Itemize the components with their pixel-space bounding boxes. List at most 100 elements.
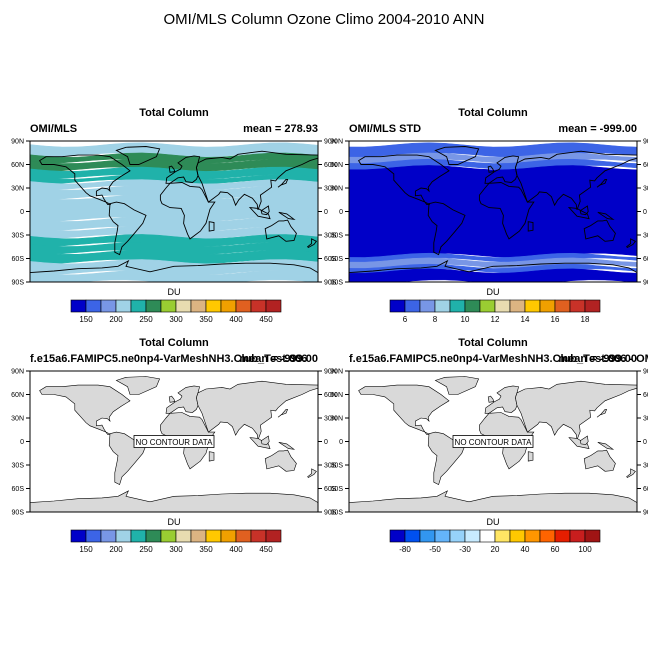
top-right-continent-borneo — [579, 205, 589, 216]
top-right-continent-indonesia — [567, 207, 590, 220]
top-left-continent-borneo — [260, 205, 270, 216]
bottom-right-colorbar-label: -80 — [399, 545, 411, 554]
bottom-left-right-label: mean = -999.00 — [239, 353, 318, 365]
bottom-left-lat-label-left: 90S — [12, 510, 25, 517]
bottom-left-lat-label-left: 30N — [11, 416, 24, 423]
top-left-colorbar-box — [145, 299, 162, 313]
bottom-left-colorbar-label: 250 — [139, 545, 153, 554]
bottom-right-continent-japan — [596, 409, 608, 418]
top-left-colorbar-box — [175, 299, 192, 313]
bottom-left-colorbar-box — [85, 529, 102, 543]
top-left-lat-label-right: 90N — [324, 139, 337, 146]
top-right-colorbar-box — [554, 299, 571, 313]
top-left-lat-label-left: 90S — [12, 280, 25, 287]
bottom-left-lat-label-right: 0 — [324, 439, 328, 446]
bottom-left-continent-europe — [165, 385, 200, 414]
bottom-right-lat-label-left: 0 — [339, 439, 343, 446]
bottom-left-continent-japan — [277, 409, 289, 418]
top-left-continent-asia — [195, 150, 318, 211]
top-left-map — [30, 141, 318, 282]
top-right-colorbar-box — [389, 299, 406, 313]
top-right-colorbar-box — [404, 299, 421, 313]
bottom-left-continent-borneo — [260, 435, 270, 445]
top-left-center-title: Total Column — [139, 107, 209, 119]
bottom-left-colorbar-units: DU — [168, 517, 181, 527]
top-left-field-band — [30, 174, 318, 185]
bottom-right-colorbar-box — [524, 529, 541, 543]
bottom-left-continent-antarctica — [30, 490, 318, 512]
top-right-lat-label-left: 30N — [330, 186, 343, 193]
bottom-right-colorbar-box — [389, 529, 406, 543]
bottom-left-colorbar-label: 350 — [199, 545, 213, 554]
top-left-left-label: OMI/MLS — [30, 123, 77, 135]
top-right-colorbar-box — [509, 299, 526, 313]
bottom-left-colorbar-label: 200 — [109, 545, 123, 554]
top-left-lat-label-left: 30S — [12, 233, 25, 240]
top-right-colorbar-box — [539, 299, 556, 313]
top-right-continent-australia — [583, 219, 616, 242]
bottom-right-colorbar-box — [494, 529, 511, 543]
bottom-left-lat-label-left: 60S — [12, 486, 25, 493]
bottom-left-center-title: Total Column — [139, 337, 209, 349]
top-right-left-label: OMI/MLS STD — [349, 123, 421, 135]
top-right-colorbar-label: 18 — [581, 315, 590, 324]
top-right-continent-asia — [514, 150, 637, 211]
top-right-lat-label-right: 0 — [643, 209, 647, 216]
bottom-left-continent-new-zealand — [307, 468, 317, 478]
bottom-right-continent-new-zealand — [626, 468, 636, 478]
top-right-continent-uk — [487, 165, 495, 173]
top-right-lat-label-right: 60N — [643, 162, 648, 169]
bottom-right-lat-label-left: 30N — [330, 416, 343, 423]
bottom-left-colorbar-box — [100, 529, 117, 543]
bottom-right-colorbar-box — [539, 529, 556, 543]
top-right-colorbar-label: 10 — [461, 315, 470, 324]
top-right-colorbar-label: 12 — [491, 315, 500, 324]
bottom-right-continent-antarctica — [349, 490, 637, 512]
bottom-right-lat-label-left: 60S — [331, 486, 344, 493]
top-right-colorbar-box — [494, 299, 511, 313]
top-left-colorbar-box — [265, 299, 282, 313]
top-right-continent-greenland — [434, 146, 480, 165]
bottom-right-no-data-box — [452, 435, 534, 448]
top-left-continent-australia — [264, 219, 297, 242]
top-left-colorbar-box — [250, 299, 267, 313]
bottom-left-lat-label-right: 90S — [324, 510, 337, 517]
bottom-right-colorbar-box — [509, 529, 526, 543]
bottom-left-continent-north-america — [39, 384, 131, 435]
top-left-colorbar-box — [160, 299, 177, 313]
top-left-lat-label-left: 60N — [11, 162, 24, 169]
bottom-right-colorbar-box — [464, 529, 481, 543]
bottom-left-colorbar-label: 450 — [259, 545, 273, 554]
top-left-continent-antarctica — [30, 259, 318, 282]
top-left-continent-uk — [168, 165, 176, 173]
top-right-field-band — [349, 268, 637, 282]
top-left-colorbar-box — [115, 299, 132, 313]
top-right-continent-north-america — [357, 154, 450, 205]
bottom-left-lat-label-left: 0 — [20, 439, 24, 446]
top-left-field-band — [30, 270, 318, 282]
top-left-colorbar-label: 300 — [169, 315, 183, 324]
top-left-colorbar-box — [100, 299, 117, 313]
bottom-right-colorbar-box — [449, 529, 466, 543]
top-right-lat-label-left: 0 — [339, 209, 343, 216]
bottom-left-colorbar-label: 400 — [229, 545, 243, 554]
bottom-right-colorbar-label: 20 — [491, 545, 500, 554]
top-left-continent-japan — [277, 178, 289, 188]
bottom-right-colorbar-label: -50 — [429, 545, 441, 554]
figure-title: OMI/MLS Column Ozone Climo 2004-2010 ANN — [164, 11, 485, 28]
top-right-colorbar-box — [449, 299, 466, 313]
top-right-colorbar-units: DU — [487, 287, 500, 297]
panel-top-right: Total Column OMI/MLS STD mean = -999.00 90N… — [330, 107, 648, 324]
bottom-right-right-label: mean = -999.00 — [558, 353, 637, 365]
top-left-lat-label-left: 60S — [12, 256, 25, 263]
top-right-continent-africa — [478, 182, 535, 240]
bottom-left-left-label: f.e15a6.FAMIPC5.ne0np4-VarMeshNH3.Club_T… — [30, 353, 307, 365]
top-right-colorbar-label: 14 — [521, 315, 530, 324]
top-left-lat-label-left: 0 — [20, 209, 24, 216]
bottom-right-continent-greenland — [434, 376, 480, 395]
bottom-left-lat-label-left: 60N — [11, 392, 24, 399]
bottom-left-lat-label-right: 30S — [324, 463, 337, 470]
bottom-right-lat-label-left: 30S — [331, 463, 344, 470]
